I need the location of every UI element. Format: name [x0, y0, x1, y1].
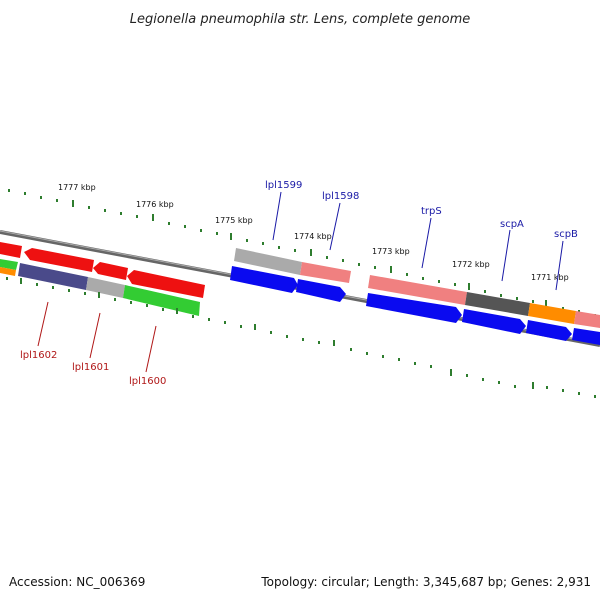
lower-gene-labels: lpl1602 lpl1601 lpl1600: [20, 301, 166, 387]
gene-arrow: [230, 266, 298, 293]
map-title: Legionella pneumophila str. Lens, comple…: [130, 12, 471, 27]
genome-summary-text: Topology: circular; Length: 3,345,687 bp…: [260, 575, 591, 589]
gene-arrow: [93, 262, 128, 280]
gene-label: trpS: [421, 206, 442, 217]
upper-tick-ring: [8, 189, 596, 317]
gene-arrow: [465, 292, 530, 316]
gene-arrow: [572, 328, 600, 345]
accession-text: Accession: NC_006369: [9, 575, 145, 589]
upper-gene-labels: lpl1599 lpl1598 trpS scpA scpB: [265, 180, 578, 291]
gene-arrow: [123, 285, 200, 316]
gene-label: scpB: [554, 229, 578, 240]
gene-arrow: [234, 248, 302, 275]
gene-label: lpl1600: [129, 376, 166, 387]
gene-label: lpl1599: [265, 180, 302, 191]
gene-arrow: [462, 309, 526, 334]
kbp-label: 1773 kbp: [372, 247, 410, 256]
kbp-label: 1774 kbp: [294, 232, 332, 241]
gene-arrow: [528, 303, 576, 324]
gene-arrow: [0, 242, 22, 258]
middle-genes: [230, 248, 351, 302]
gene-arrow: [574, 311, 600, 328]
kbp-label: 1776 kbp: [136, 200, 174, 209]
gene-arrow: [18, 263, 88, 290]
gene-label: scpA: [500, 219, 524, 230]
gene-label: lpl1598: [322, 191, 359, 202]
gene-arrow: [368, 275, 467, 305]
left-reverse-genes: [0, 242, 205, 298]
left-lower-genes: [0, 259, 200, 316]
kbp-label: 1775 kbp: [215, 216, 253, 225]
gene-arrow: [296, 279, 346, 302]
gene-label: lpl1602: [20, 350, 57, 361]
gene-arrow: [86, 277, 125, 298]
gene-arrow: [24, 248, 94, 272]
gene-arrow: [366, 293, 462, 323]
gene-arrow: [127, 270, 205, 298]
kbp-label: 1771 kbp: [531, 273, 569, 282]
gene-arrow: [300, 262, 351, 283]
right-genes: [366, 275, 600, 345]
kbp-label: 1772 kbp: [452, 260, 490, 269]
gene-arrow: [526, 320, 572, 341]
kbp-label: 1777 kbp: [58, 183, 96, 192]
gene-label: lpl1601: [72, 362, 109, 373]
lower-tick-ring: [6, 277, 596, 398]
